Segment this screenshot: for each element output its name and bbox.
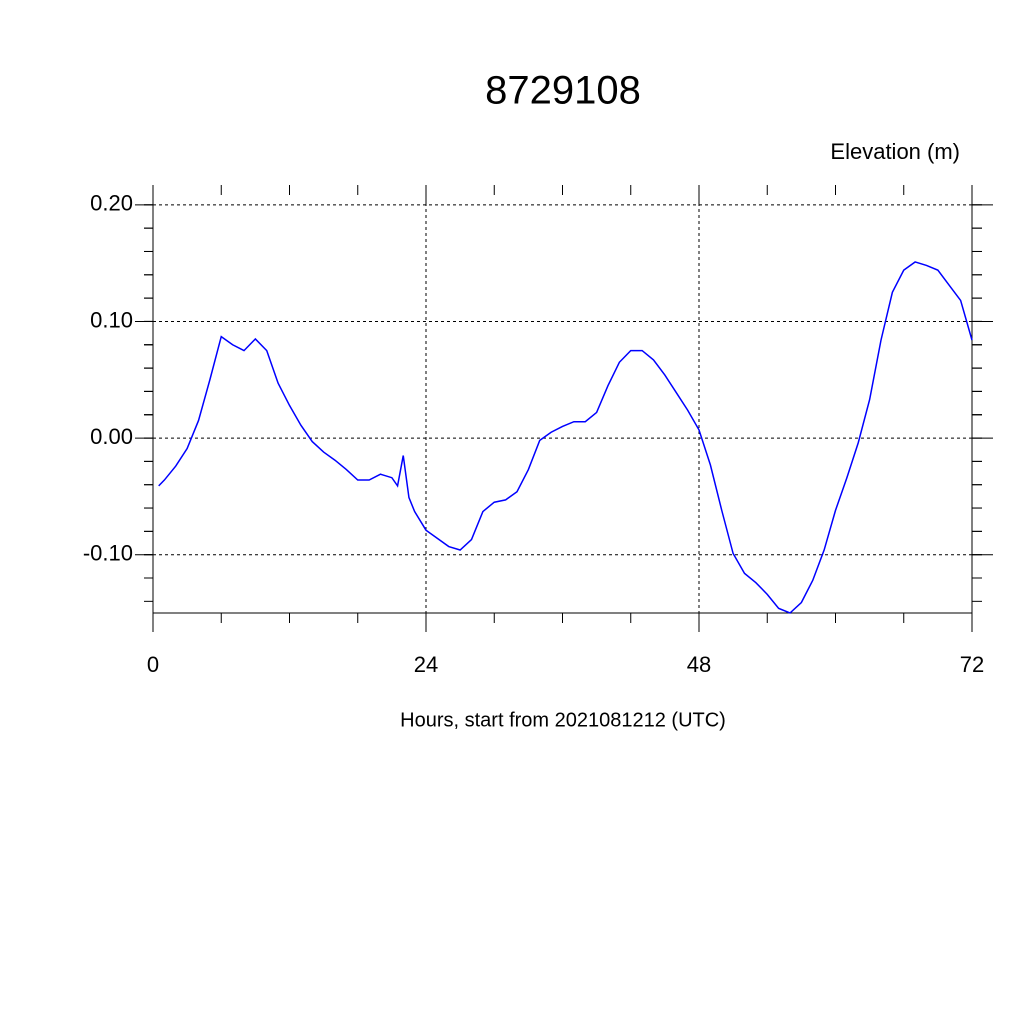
- x-tick-label: 0: [147, 652, 159, 677]
- x-tick-label: 24: [414, 652, 438, 677]
- y-tick-label: 0.10: [90, 307, 133, 332]
- y-tick-label: 0.20: [90, 191, 133, 216]
- x-axis-label: Hours, start from 2021081212 (UTC): [400, 709, 726, 731]
- y-tick-label: 0.00: [90, 424, 133, 449]
- data-line: [158, 261, 973, 614]
- axis-unit: Elevation (m): [830, 139, 960, 164]
- x-tick-label: 72: [960, 652, 984, 677]
- y-tick-label: -0.10: [83, 541, 133, 566]
- chart-title: 8729108: [485, 69, 641, 113]
- x-tick-label: 48: [687, 652, 711, 677]
